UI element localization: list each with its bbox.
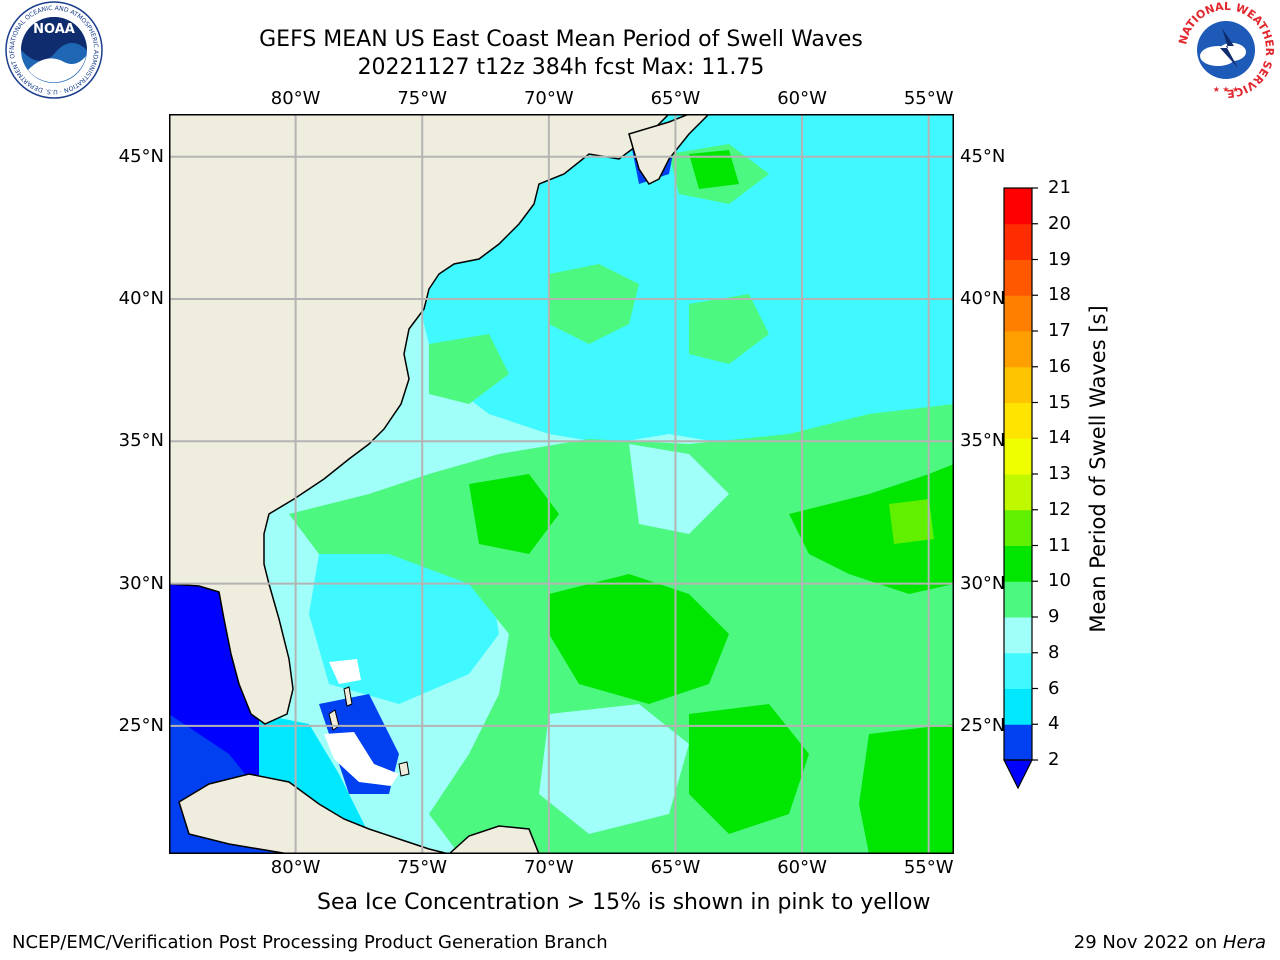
swell-6-8-north [419, 114, 954, 449]
colorbar-segment [1004, 223, 1032, 260]
swell-11-12-spot [889, 499, 934, 544]
colorbar-tick-label: 11 [1048, 534, 1071, 556]
footer-host: Hera [1222, 932, 1266, 953]
swell-9-10-patch-a [549, 264, 639, 344]
lon-label-bottom: 70°W [523, 857, 574, 878]
colorbar-segment [1004, 617, 1032, 654]
swell-10-11-a [549, 574, 729, 704]
noaa-logo-text: NOAA [33, 22, 75, 37]
map-panel [169, 114, 954, 854]
colorbar-tick-label: 19 [1048, 248, 1071, 270]
colorbar-tick-label: 13 [1048, 463, 1071, 484]
colorbar-segment [1004, 652, 1032, 689]
land-cuba [178, 773, 450, 854]
sea-ice-caption: Sea Ice Concentration > 15% is shown in … [317, 890, 931, 915]
noaa-logo: NATIONAL OCEANIC AND ATMOSPHERIC ADMINIS… [1, 0, 104, 100]
lat-label-left: 35°N [118, 430, 164, 452]
footer-branch: NCEP/EMC/Verification Post Processing Pr… [12, 932, 608, 953]
lat-label-right: 35°N [960, 430, 1006, 452]
land-bahamas-2 [343, 686, 353, 707]
colorbar-segment [1004, 295, 1032, 332]
colorbar-segment [1004, 402, 1032, 439]
shallow-bank-a [324, 732, 399, 786]
nws-logo: NATIONAL WEATHER SERVICE ★ ★ ★ [1174, 0, 1278, 100]
land-nova-scotia [628, 114, 711, 185]
lon-label-bottom: 55°W [903, 857, 954, 878]
lon-label-top: 65°W [650, 88, 701, 109]
land-north-america [169, 114, 671, 725]
colorbar-segment [1004, 474, 1032, 511]
lon-label-bottom: 80°W [270, 857, 321, 878]
colorbar-tick-label: 6 [1048, 677, 1060, 699]
colorbar-tick-label: 15 [1048, 391, 1071, 413]
chart-subtitle: 20221127 t12z 384h fcst Max: 11.75 [357, 55, 765, 80]
lon-label-top: 75°W [397, 88, 448, 109]
colorbar-tick-label: 21 [1048, 177, 1071, 198]
lat-label-right: 30°N [960, 572, 1006, 594]
colorbar [996, 180, 1046, 790]
lat-label-left: 30°N [118, 572, 164, 594]
lon-label-top: 60°W [777, 88, 827, 109]
swell-10-11-f [689, 150, 739, 189]
swell-9-10-patch-d [429, 334, 509, 404]
colorbar-segment [1004, 688, 1032, 725]
colorbar-tick-label: 2 [1048, 749, 1060, 770]
colorbar-svg [1003, 187, 1038, 790]
lat-label-right: 25°N [960, 714, 1006, 736]
colorbar-segment [1004, 724, 1032, 761]
lat-label-right: 45°N [960, 145, 1006, 167]
chart-title: GEFS MEAN US East Coast Mean Period of S… [259, 27, 863, 52]
swell-10-11-b [689, 704, 809, 834]
swell-10-11-d [469, 474, 559, 554]
map-frame [169, 114, 954, 854]
swell-10-11-e [859, 724, 954, 854]
colorbar-segment [1004, 438, 1032, 475]
lon-label-top: 80°W [270, 88, 321, 109]
colorbar-tick-label: 17 [1048, 320, 1071, 341]
colorbar-label: Mean Period of Swell Waves [s] [1086, 305, 1110, 633]
colorbar-under-arrow [1003, 759, 1033, 790]
land-bahamas-3 [398, 761, 410, 777]
shallow-bank-b [329, 659, 361, 684]
svg-text:★ ★ ★: ★ ★ ★ [1213, 85, 1240, 94]
colorbar-tick-label: 16 [1048, 355, 1071, 377]
colorbar-segment [1004, 331, 1032, 368]
colorbar-segment [1004, 509, 1032, 546]
colorbar-segment [1004, 581, 1032, 618]
lon-label-top: 70°W [523, 88, 574, 109]
colorbar-tick-label: 12 [1048, 498, 1071, 520]
lat-label-left: 25°N [118, 714, 164, 736]
swell-10-11-c [789, 464, 954, 594]
lat-label-left: 45°N [118, 145, 164, 167]
colorbar-segment [1004, 259, 1032, 296]
colorbar-segment [1004, 366, 1032, 403]
swell-9-10-patch-b [689, 294, 769, 364]
lon-label-bottom: 60°W [777, 857, 827, 878]
lon-label-top: 55°W [903, 88, 954, 109]
swell-8-9-pocket-b [629, 444, 729, 534]
land-hispaniola [447, 825, 540, 854]
colorbar-tick-label: 4 [1048, 713, 1060, 735]
lon-label-bottom: 75°W [397, 857, 448, 878]
colorbar-tick-label: 9 [1048, 606, 1060, 627]
colorbar-segment [1004, 188, 1032, 225]
lat-label-left: 40°N [118, 288, 164, 309]
colorbar-tick-label: 20 [1048, 212, 1071, 234]
lat-label-right: 40°N [960, 288, 1006, 309]
colorbar-tick-label: 10 [1048, 570, 1071, 592]
footer-date: 29 Nov 2022 on Hera [1074, 932, 1266, 953]
colorbar-tick-label: 18 [1048, 284, 1071, 306]
map-svg [169, 114, 954, 854]
colorbar-tick-label: 8 [1048, 641, 1060, 663]
swell-8-9-pocket-a [539, 704, 689, 834]
colorbar-segment [1004, 545, 1032, 582]
lon-label-bottom: 65°W [650, 857, 701, 878]
colorbar-tick-label: 14 [1048, 427, 1071, 449]
footer-date-text: 29 Nov 2022 on [1073, 932, 1223, 953]
